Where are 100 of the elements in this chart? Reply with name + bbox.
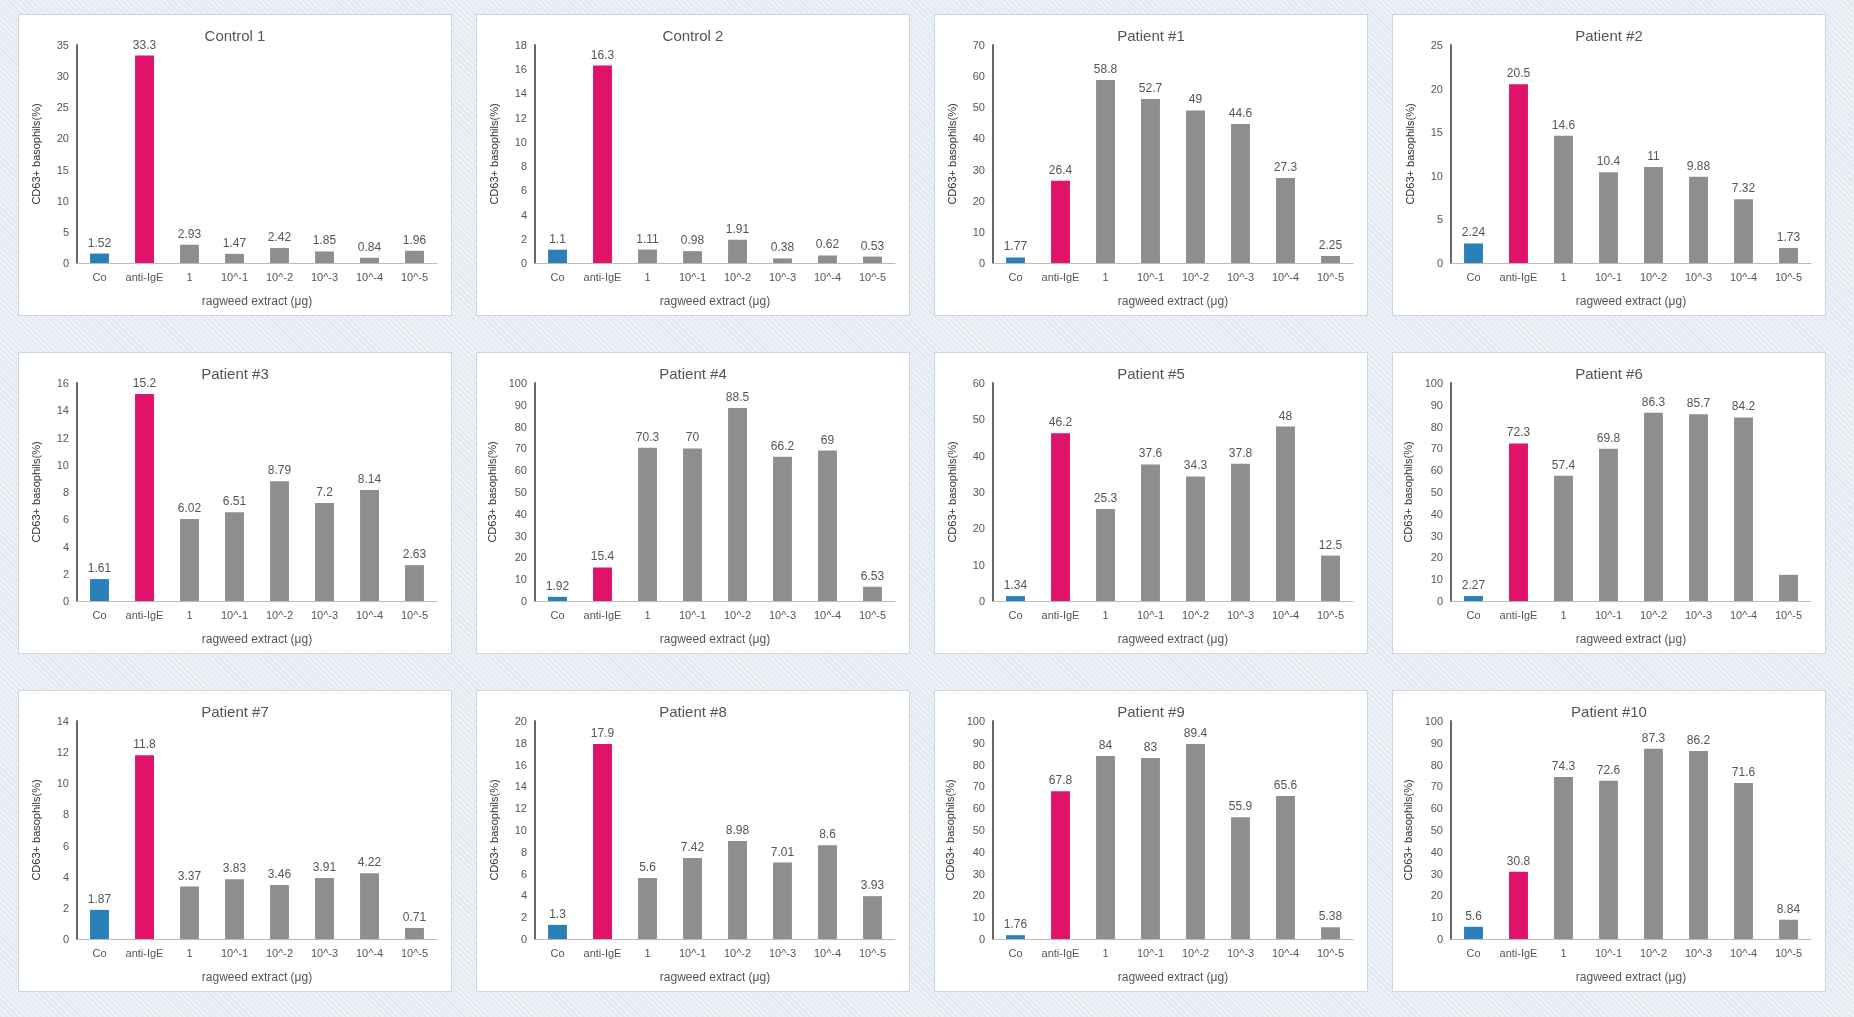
data-label: 6.51 [222, 494, 247, 509]
x-tick-label: 10^-4 [813, 608, 842, 621]
y-tick-label: 0 [62, 933, 69, 945]
bar [225, 253, 244, 263]
y-tick-label: 80 [1430, 420, 1443, 433]
data-label: 0.98 [680, 233, 705, 248]
data-label: 70 [685, 430, 700, 445]
y-tick-label: 70 [1430, 442, 1443, 455]
y-tick-label: 80 [972, 758, 985, 771]
y-axis-title: CD63+ basophils(%) [1403, 103, 1416, 205]
x-axis-title: ragweed extract (μg) [1117, 294, 1229, 308]
data-label: 6.53 [860, 568, 885, 583]
y-tick-label: 8 [520, 845, 527, 858]
x-tick-label: 10^-2 [1181, 270, 1210, 283]
y-tick-label: 50 [1430, 486, 1443, 498]
data-label: 3.83 [222, 861, 247, 876]
x-tick-label: 10^-2 [1181, 946, 1210, 959]
x-tick-label: 1 [186, 270, 193, 283]
x-tick-label: 10^-5 [1316, 608, 1345, 621]
x-tick-label: 10^-5 [400, 270, 429, 283]
bar [1464, 926, 1483, 939]
chart-title: Patient #10 [1571, 703, 1647, 720]
data-label: 6.02 [177, 500, 202, 515]
y-tick-label: 0 [978, 933, 985, 945]
bar [1509, 871, 1528, 939]
bar [683, 251, 702, 263]
bar [180, 518, 199, 601]
bar [225, 512, 244, 601]
y-tick-label: 0 [978, 257, 985, 269]
y-tick-label: 0 [520, 595, 527, 607]
y-tick-label: 60 [972, 802, 985, 815]
x-tick-label: 10^-1 [1136, 270, 1165, 283]
x-tick-label: Co [92, 270, 107, 283]
data-label: 88.5 [725, 390, 750, 405]
data-label: 0.38 [770, 240, 795, 255]
data-label: 7.2 [316, 484, 334, 499]
x-axis-title: ragweed extract (μg) [201, 294, 313, 308]
y-tick-label: 90 [972, 736, 985, 749]
y-tick-label: 20 [1430, 551, 1443, 564]
x-tick-label: Co [550, 270, 565, 283]
y-tick-label: 40 [1430, 507, 1443, 520]
y-tick-label: 30 [972, 163, 985, 176]
y-tick-label: 30 [56, 70, 69, 83]
x-tick-label: Co [1008, 946, 1023, 959]
data-label: 2.25 [1318, 237, 1343, 252]
y-tick-label: 60 [514, 464, 527, 477]
x-tick-label: 10^-3 [1226, 946, 1255, 959]
y-tick-label: 60 [1430, 464, 1443, 477]
data-label: 1.85 [312, 233, 337, 248]
bar [1096, 755, 1115, 939]
data-label: 25.3 [1093, 491, 1118, 506]
y-tick-label: 20 [972, 194, 985, 207]
y-tick-label: 16 [514, 63, 527, 76]
bar [683, 448, 702, 601]
y-tick-label: 60 [972, 70, 985, 83]
y-tick-label: 18 [514, 39, 527, 51]
data-label: 17.9 [590, 725, 615, 740]
data-label: 86.2 [1686, 733, 1711, 748]
x-tick-label: 1 [1560, 608, 1567, 621]
y-tick-label: 6 [62, 513, 69, 526]
y-tick-label: 10 [514, 824, 527, 836]
data-label: 69 [820, 432, 835, 447]
y-tick-label: 70 [972, 39, 985, 51]
y-tick-label: 2 [62, 901, 69, 914]
y-tick-label: 5 [1436, 213, 1443, 226]
bar [360, 873, 379, 939]
x-tick-label: 10^-2 [1181, 608, 1210, 621]
data-label: 2.24 [1461, 225, 1486, 240]
x-tick-label: Co [1466, 270, 1481, 283]
y-axis-title: CD63+ basophils(%) [29, 103, 42, 205]
bar [863, 256, 882, 263]
chart-title: Control 1 [204, 27, 266, 44]
y-tick-label: 0 [978, 595, 985, 607]
data-label: 11 [1647, 149, 1661, 164]
bar [1554, 135, 1573, 263]
bar [1779, 247, 1798, 263]
data-label: 15.2 [132, 375, 157, 390]
data-label: 3.37 [177, 868, 202, 883]
data-label: 1.77 [1003, 239, 1028, 254]
y-axis-title: CD63+ basophils(%) [486, 441, 499, 543]
bar [1276, 177, 1295, 263]
data-label: 89.4 [1183, 726, 1208, 741]
x-tick-label: 10^-1 [220, 608, 249, 621]
y-tick-label: 10 [972, 558, 985, 571]
x-tick-label: Co [92, 608, 107, 621]
y-tick-label: 8 [62, 486, 69, 498]
x-axis-title: ragweed extract (μg) [201, 970, 313, 984]
y-tick-label: 20 [1430, 82, 1443, 95]
bar [1464, 243, 1483, 263]
x-tick-label: 1 [1102, 270, 1109, 283]
data-label: 1.73 [1776, 229, 1801, 244]
data-label: 2.93 [177, 226, 202, 241]
bar [863, 896, 882, 939]
y-axis-title: CD63+ basophils(%) [944, 779, 957, 881]
y-tick-label: 100 [966, 715, 985, 727]
data-label: 72.6 [1596, 762, 1621, 777]
y-tick-label: 25 [56, 101, 69, 114]
x-tick-label: Co [1466, 946, 1481, 959]
data-label: 71.6 [1731, 764, 1756, 779]
x-tick-label: 10^-3 [310, 608, 339, 621]
